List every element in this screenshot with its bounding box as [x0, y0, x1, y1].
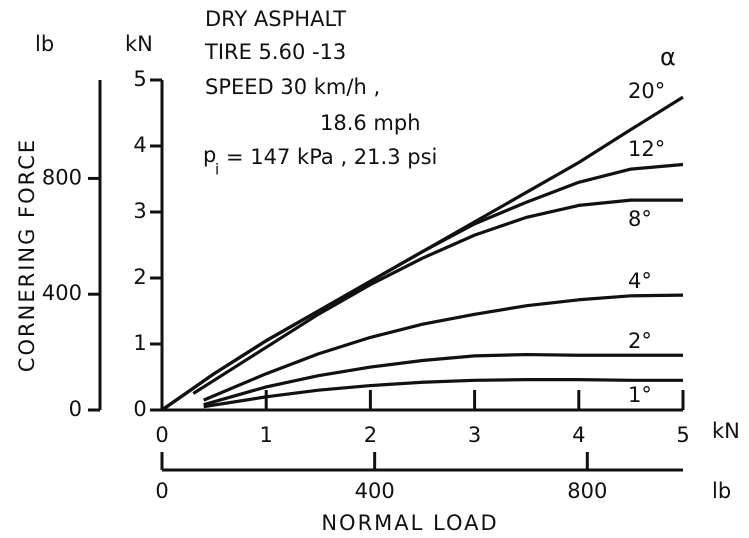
x-tick-label: 4	[572, 423, 585, 447]
x2-tick-label: 0	[155, 479, 168, 503]
x-axis-title: NORMAL LOAD	[321, 511, 498, 535]
legend-title: α	[660, 43, 676, 71]
annotation: SPEED 30 km/h ,	[205, 75, 380, 99]
annotation: i	[215, 161, 219, 179]
x-tick-label: 5	[676, 423, 689, 447]
series-label: 4°	[628, 269, 652, 293]
y-tick-label: 2	[133, 265, 146, 289]
series-line	[203, 293, 684, 402]
series-label: 1°	[628, 383, 652, 407]
axis-unit: lb	[712, 479, 731, 503]
series-label: 2°	[628, 329, 652, 353]
x-tick-label: 3	[468, 423, 481, 447]
annotation: TIRE 5.60 -13	[204, 40, 346, 64]
series-line	[161, 162, 684, 412]
annotation: DRY ASPHALT	[205, 7, 346, 31]
x-tick-label: 0	[155, 423, 168, 447]
axis-unit: lb	[35, 32, 54, 56]
series-label: 12°	[628, 137, 665, 161]
y2-tick-label: 400	[42, 281, 82, 305]
axis-unit: kN	[712, 419, 740, 443]
y-tick-label: 1	[133, 331, 146, 355]
annotation: p	[203, 143, 216, 167]
y-tick-label: 5	[133, 67, 146, 91]
y-tick-label: 0	[133, 397, 146, 421]
y-axis-title: CORNERING FORCE	[15, 138, 39, 372]
y2-tick-label: 0	[69, 397, 82, 421]
y-tick-label: 4	[133, 133, 146, 157]
x2-tick-label: 400	[355, 479, 395, 503]
x2-tick-label: 800	[567, 479, 607, 503]
annotation: 18.6 mph	[320, 111, 421, 135]
y-tick-label: 3	[133, 199, 146, 223]
axis-unit: kN	[125, 32, 153, 56]
annotation: = 147 kPa , 21.3 psi	[226, 145, 437, 169]
x-tick-label: 1	[260, 423, 273, 447]
x-tick-label: 2	[364, 423, 377, 447]
series-label: 20°	[628, 79, 665, 103]
series-label: 8°	[628, 207, 652, 231]
y2-tick-label: 800	[42, 165, 82, 189]
series-line	[192, 198, 683, 395]
series-line	[203, 352, 683, 407]
series-line	[203, 378, 683, 409]
